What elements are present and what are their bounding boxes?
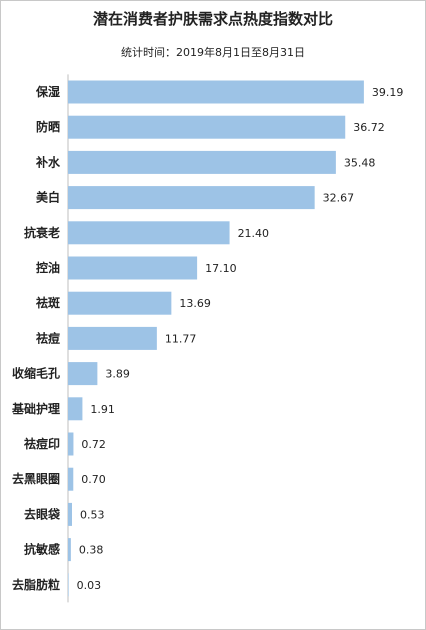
- bar: [68, 80, 364, 104]
- bar-series: 保湿 39.19 防晒 36.72 补水 35.48 美白 32.67 抗衰老 21.40 控油 17…: [11, 80, 404, 597]
- category-tick-label: 保湿: [35, 84, 60, 99]
- category-tick-label: 抗衰老: [24, 225, 60, 240]
- category-tick-label: 控油: [36, 260, 60, 275]
- data-label: 11.77: [165, 332, 197, 345]
- data-label: 0.53: [80, 508, 105, 521]
- data-label: 3.89: [105, 368, 130, 381]
- bar: [68, 397, 83, 421]
- data-label: 1.91: [90, 403, 115, 416]
- data-label: 32.67: [323, 192, 355, 205]
- category-tick-label: 防晒: [36, 119, 60, 134]
- data-label: 17.10: [205, 262, 237, 275]
- category-tick-label: 基础护理: [11, 401, 60, 416]
- bar: [68, 538, 71, 562]
- category-tick-label: 收缩毛孔: [12, 366, 60, 381]
- bar: [68, 326, 157, 350]
- bar: [68, 256, 198, 280]
- data-label: 36.72: [353, 121, 385, 134]
- data-label: 0.70: [81, 473, 106, 486]
- category-tick-label: 去黑眼圈: [12, 471, 60, 486]
- category-tick-label: 补水: [35, 154, 61, 169]
- bar: [68, 115, 346, 139]
- bar: [68, 502, 73, 526]
- chart-title: 潜在消费者护肤需求点热度指数对比: [92, 10, 333, 28]
- bar: [68, 186, 315, 210]
- category-tick-label: 祛痘印: [24, 436, 60, 451]
- chart-subtitle: 统计时间：2019年8月1日至8月31日: [121, 46, 305, 59]
- bar: [68, 362, 98, 386]
- category-tick-label: 抗敏感: [24, 542, 60, 557]
- data-label: 39.19: [372, 86, 404, 99]
- bar: [68, 291, 172, 315]
- bar: [68, 432, 74, 456]
- data-label: 0.38: [79, 544, 104, 557]
- category-tick-label: 祛痘: [36, 330, 60, 345]
- data-label: 13.69: [179, 297, 211, 310]
- bar: [68, 467, 74, 491]
- category-tick-label: 去脂肪粒: [12, 577, 60, 592]
- data-label: 0.03: [77, 579, 102, 592]
- category-tick-label: 祛斑: [36, 295, 60, 310]
- bar: [68, 150, 336, 174]
- bar: [68, 221, 230, 245]
- data-label: 35.48: [344, 156, 376, 169]
- category-tick-label: 美白: [36, 190, 60, 205]
- data-label: 21.40: [238, 227, 270, 240]
- bar: [68, 573, 69, 597]
- data-label: 0.72: [81, 438, 106, 451]
- category-tick-label: 去眼袋: [24, 506, 61, 521]
